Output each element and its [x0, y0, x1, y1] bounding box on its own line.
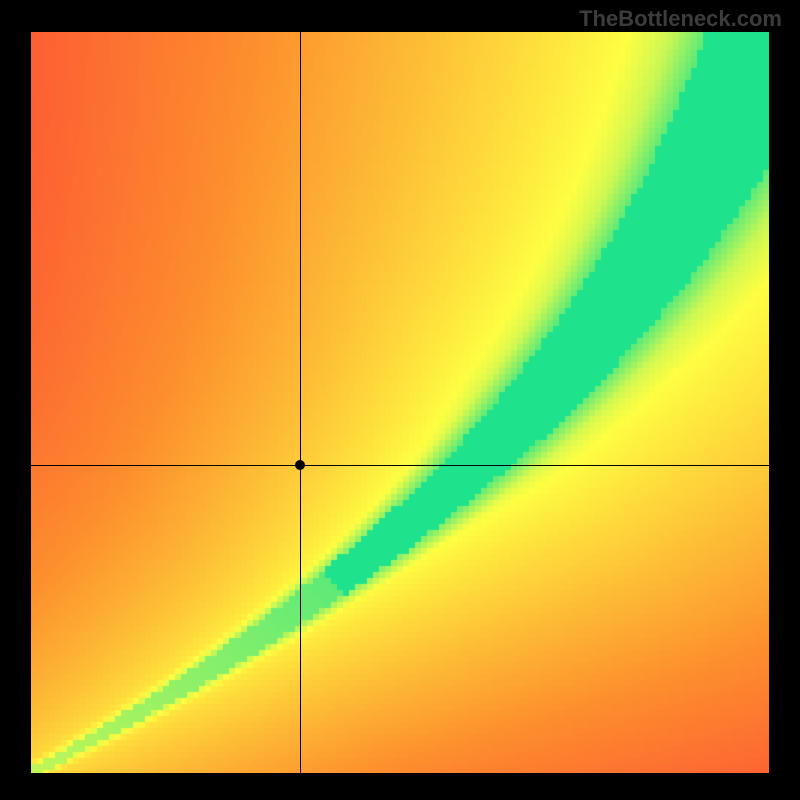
heatmap-canvas [31, 32, 769, 773]
crosshair-horizontal [31, 465, 769, 466]
marker-dot [295, 460, 305, 470]
watermark-text: TheBottleneck.com [579, 6, 782, 32]
crosshair-vertical [300, 32, 301, 773]
heatmap-plot [31, 32, 769, 773]
